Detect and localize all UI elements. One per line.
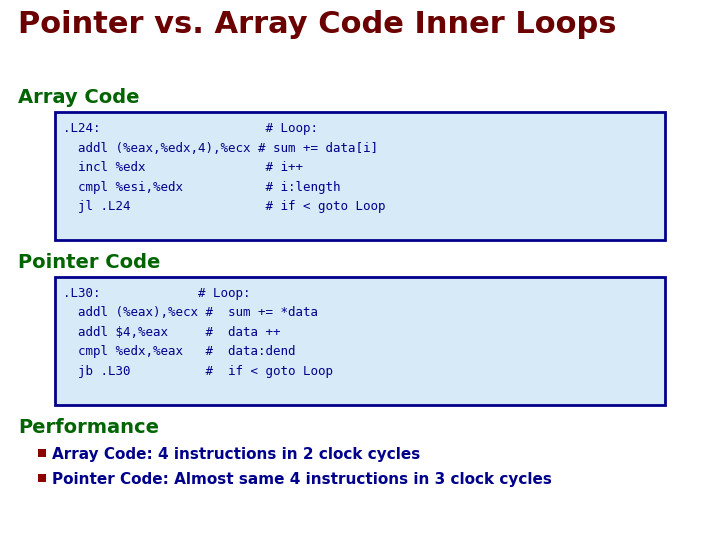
FancyBboxPatch shape <box>38 474 46 482</box>
Text: Pointer Code: Pointer Code <box>18 253 161 272</box>
Text: Pointer Code: Almost same 4 instructions in 3 clock cycles: Pointer Code: Almost same 4 instructions… <box>52 472 552 487</box>
FancyBboxPatch shape <box>55 112 665 240</box>
Text: .L30:             # Loop:
  addl (%eax),%ecx #  sum += *data
  addl $4,%eax     : .L30: # Loop: addl (%eax),%ecx # sum += … <box>63 287 333 378</box>
Text: .L24:                      # Loop:
  addl (%eax,%edx,4),%ecx # sum += data[i]
  : .L24: # Loop: addl (%eax,%edx,4),%ecx # … <box>63 122 385 213</box>
Text: Array Code: Array Code <box>18 88 140 107</box>
Text: Pointer vs. Array Code Inner Loops: Pointer vs. Array Code Inner Loops <box>18 10 616 39</box>
Text: Array Code: 4 instructions in 2 clock cycles: Array Code: 4 instructions in 2 clock cy… <box>52 447 420 462</box>
FancyBboxPatch shape <box>55 277 665 405</box>
Text: Performance: Performance <box>18 418 159 437</box>
FancyBboxPatch shape <box>38 449 46 457</box>
